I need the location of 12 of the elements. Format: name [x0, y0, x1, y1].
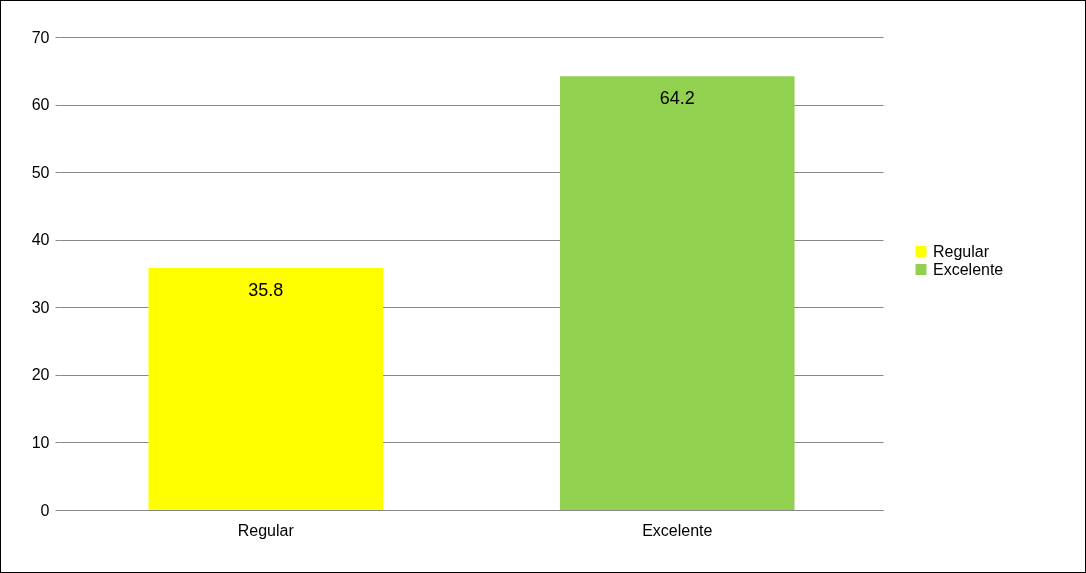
legend-label: Regular [933, 242, 990, 260]
y-tick-label: 20 [31, 366, 50, 384]
y-tick-label: 0 [40, 501, 50, 519]
y-tick-label: 70 [31, 28, 50, 46]
y-tick-label: 50 [31, 163, 50, 181]
legend-label: Excelente [933, 260, 1004, 278]
data-label: 35.8 [248, 280, 284, 301]
y-tick-label: 60 [31, 96, 50, 114]
y-tick-label: 30 [31, 298, 50, 316]
y-tick-label: 40 [31, 231, 50, 249]
data-label: 64.2 [659, 88, 695, 109]
y-tick-label: 10 [31, 433, 50, 451]
